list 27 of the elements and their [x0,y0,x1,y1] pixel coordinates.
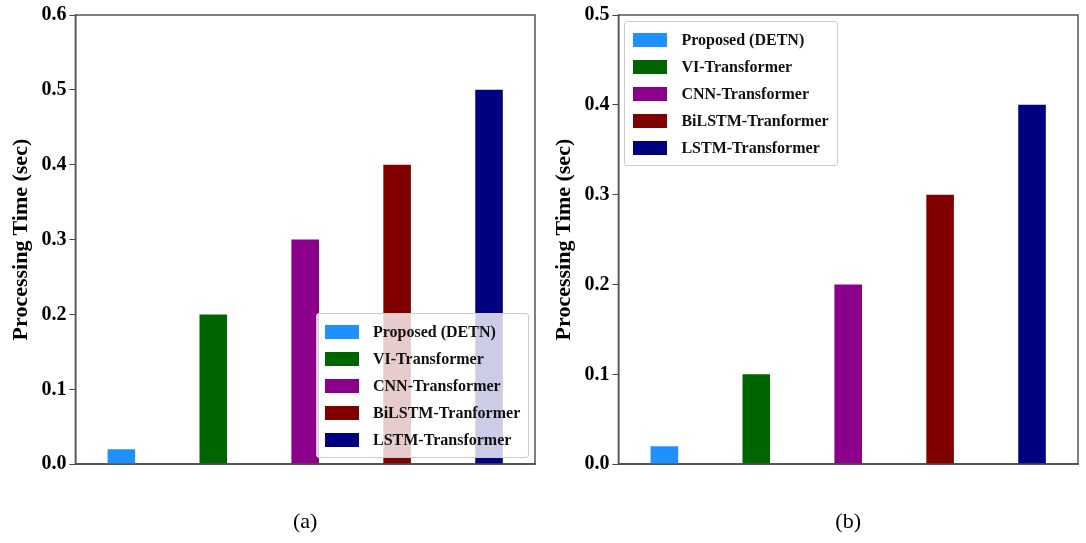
x-axis-title: (a) [292,507,318,533]
y-tick-label: 0.4 [41,151,67,174]
legend-label: LSTM-Transformer [681,138,820,157]
y-tick-label: 0.1 [584,361,610,384]
y-tick-label: 0.6 [41,2,67,25]
y-axis-title: Processing Time (sec) [6,138,32,341]
legend-label: VI-Transformer [373,349,484,368]
legend-label: BiLSTM-Tranformer [681,111,829,130]
legend-label: CNN-Transformer [373,376,501,395]
legend-label: VI-Transformer [681,57,793,76]
legend-label: CNN-Transformer [681,84,810,103]
y-tick-label: 0.5 [41,77,67,100]
legend-label: BiLSTM-Tranformer [373,403,521,422]
y-axis-title: Processing Time (sec) [549,138,575,341]
x-axis-title: (b) [835,507,862,533]
y-tick-label: 0.5 [584,2,610,25]
y-tick-label: 0.3 [584,181,610,204]
y-tick-label: 0.1 [41,376,67,399]
y-tick-label: 0.2 [41,301,67,324]
y-tick-label: 0.0 [41,451,67,474]
y-tick-label: 0.2 [584,271,610,294]
legend-label: Proposed (DETN) [681,30,805,49]
y-tick-label: 0.3 [41,226,67,249]
y-tick-label: 0.0 [584,451,610,474]
y-tick-label: 0.4 [584,92,610,115]
legend-label: LSTM-Transformer [373,430,512,449]
legend-label: Proposed (DETN) [373,322,496,341]
